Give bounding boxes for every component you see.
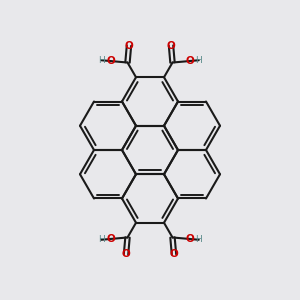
Text: O: O [106, 56, 115, 66]
Text: O: O [185, 234, 194, 244]
Text: H: H [98, 235, 105, 244]
Text: H: H [98, 56, 105, 65]
Text: O: O [122, 249, 130, 260]
Text: O: O [106, 234, 115, 244]
Text: O: O [169, 249, 178, 260]
Text: H: H [195, 56, 202, 65]
Text: O: O [167, 40, 176, 51]
Text: O: O [124, 40, 134, 51]
Text: H: H [195, 235, 202, 244]
Text: O: O [185, 56, 194, 66]
